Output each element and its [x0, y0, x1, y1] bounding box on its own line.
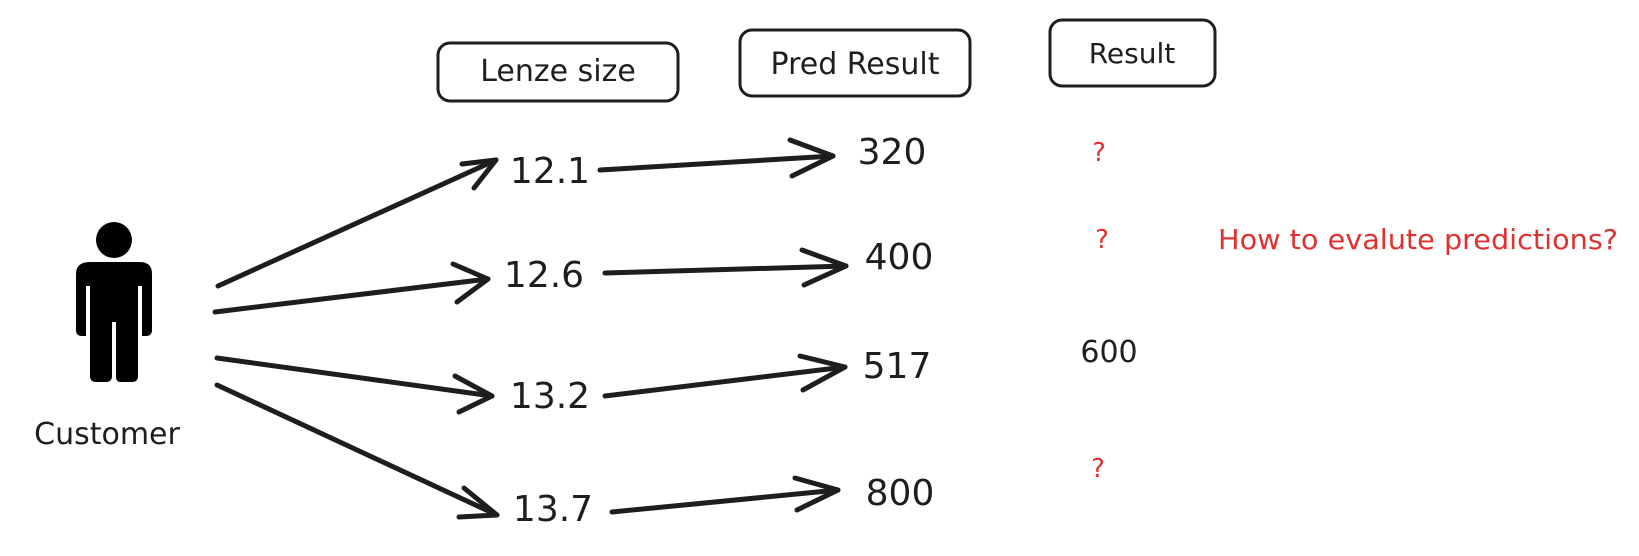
result-value: 600 — [1080, 335, 1137, 370]
arrow-row-4-to-prediction — [609, 475, 841, 515]
header-result: Result — [1048, 18, 1217, 88]
arrow-row-1-to-prediction — [597, 137, 836, 179]
arrow-customer-to-row-2 — [212, 261, 491, 315]
lens-size-column: 12.1 12.6 13.2 13.7 — [504, 151, 593, 530]
person-icon — [76, 222, 152, 382]
arrow-row-2-to-prediction — [602, 247, 849, 288]
customer-label: Customer — [34, 417, 180, 452]
lens-size-value: 13.7 — [513, 489, 593, 530]
header-pred-result-label: Pred Result — [771, 47, 940, 82]
arrow-row-3-to-prediction — [602, 353, 848, 399]
arrow-customer-to-row-3 — [214, 355, 495, 415]
customer-arrows — [212, 157, 500, 520]
result-value: ? — [1091, 454, 1105, 484]
result-value: ? — [1092, 138, 1106, 168]
pred-result-column: 320 400 517 800 — [858, 132, 935, 514]
prediction-arrows — [597, 137, 849, 515]
result-value: ? — [1095, 225, 1109, 255]
result-column: ? ? 600 ? — [1080, 138, 1137, 484]
lens-size-value: 13.2 — [510, 376, 590, 417]
lens-size-value: 12.1 — [510, 151, 590, 192]
evaluation-question: How to evalute predictions? — [1218, 223, 1618, 256]
pred-result-value: 517 — [863, 346, 932, 387]
pred-result-value: 400 — [865, 237, 934, 278]
header-lens-size: Lenze size — [436, 41, 680, 103]
pred-result-value: 320 — [858, 132, 927, 173]
header-pred-result: Pred Result — [738, 28, 972, 98]
lens-size-value: 12.6 — [504, 255, 584, 296]
pred-result-value: 800 — [866, 473, 935, 514]
header-lens-size-label: Lenze size — [480, 54, 636, 89]
arrow-customer-to-row-1 — [215, 157, 499, 289]
arrow-customer-to-row-4 — [214, 382, 500, 520]
header-result-label: Result — [1089, 37, 1176, 70]
